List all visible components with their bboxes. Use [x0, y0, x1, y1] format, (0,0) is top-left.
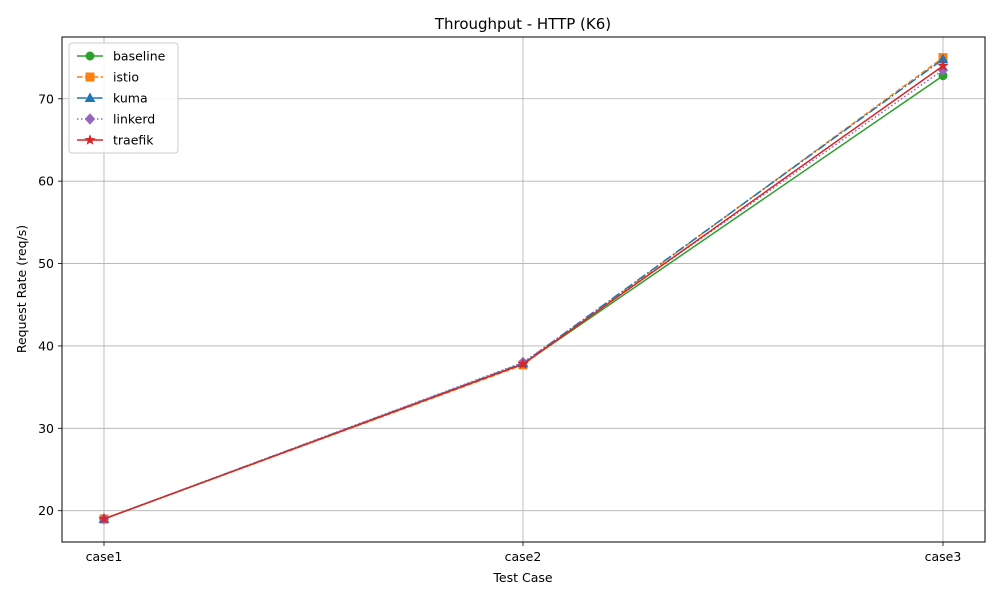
x-axis-ticks: case1 case2 case3: [86, 542, 962, 564]
legend-item: kuma: [77, 91, 148, 106]
y-tick-label: 30: [38, 421, 54, 436]
legend-label: kuma: [113, 91, 148, 106]
grid-lines: [62, 37, 985, 542]
legend-label: istio: [113, 70, 139, 85]
legend-item: istio: [77, 70, 139, 85]
legend-item: linkerd: [77, 112, 155, 127]
x-tick-label: case1: [86, 549, 123, 564]
x-tick-label: case2: [505, 549, 542, 564]
data-point: [98, 513, 110, 524]
y-tick-label: 50: [38, 256, 54, 271]
plot-frame: [61, 36, 986, 543]
legend-label: traefik: [113, 133, 154, 148]
data-point: [937, 59, 949, 71]
legend-marker: [85, 72, 95, 82]
y-axis-ticks: 20 30 40 50 60 70: [38, 91, 62, 518]
plot-area: [62, 37, 985, 542]
y-tick-label: 60: [38, 174, 54, 189]
x-axis-label: Test Case: [492, 570, 552, 585]
legend-label: linkerd: [113, 112, 155, 127]
series-traefik: [98, 59, 949, 524]
legend: baseline istio kuma linkerd traefik: [68, 42, 179, 154]
y-tick-label: 70: [38, 91, 54, 106]
legend-item: traefik: [77, 133, 154, 148]
y-tick-label: 20: [38, 503, 54, 518]
legend-label: baseline: [113, 49, 166, 64]
data-point: [517, 358, 529, 369]
x-tick-label: case3: [925, 549, 962, 564]
legend-marker: [84, 134, 96, 145]
legend-item: baseline: [77, 49, 166, 64]
legend-marker: [84, 113, 96, 125]
legend-box: [68, 42, 179, 154]
y-tick-label: 40: [38, 338, 54, 353]
legend-marker: [84, 92, 96, 102]
series-layer: [98, 53, 949, 525]
chart-title: Throughput - HTTP (K6): [434, 15, 611, 33]
y-axis-label: Request Rate (req/s): [14, 225, 29, 353]
legend-marker: [85, 51, 95, 61]
